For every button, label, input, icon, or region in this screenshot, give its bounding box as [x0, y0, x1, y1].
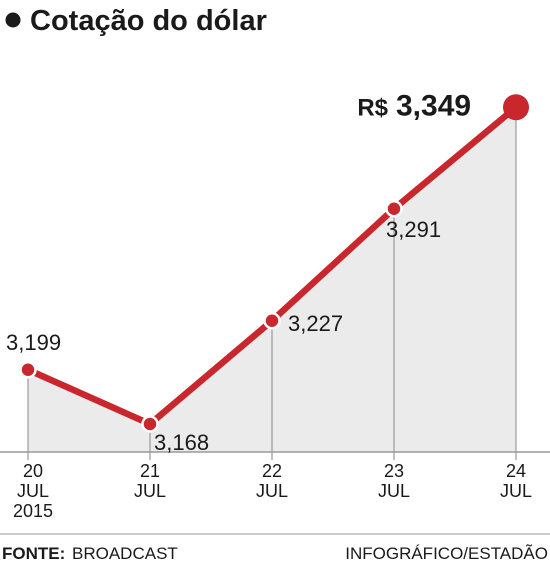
title-bullet-icon: [5, 12, 21, 28]
x-tick-label: 2015: [13, 501, 53, 521]
x-tick-label: JUL: [256, 481, 288, 501]
data-point: [141, 415, 159, 433]
data-label: 3,291: [386, 217, 441, 242]
final-value-label: 3,349: [396, 89, 471, 122]
x-tick-label: 20: [23, 461, 43, 481]
x-tick-label: JUL: [17, 481, 49, 501]
x-tick-label: 23: [384, 461, 404, 481]
x-tick-label: 21: [140, 461, 160, 481]
x-tick-label: JUL: [134, 481, 166, 501]
data-point: [19, 361, 37, 379]
data-point-final: [503, 94, 529, 121]
credit: INFOGRÁFICO/ESTADÃO: [345, 544, 548, 563]
data-point: [263, 312, 281, 330]
final-currency-label: R$: [357, 94, 388, 121]
data-label: 3,199: [6, 330, 61, 355]
x-tick-label: 22: [262, 461, 282, 481]
data-label: 3,227: [288, 311, 343, 336]
x-tick-label: 24: [506, 461, 526, 481]
data-label: 3,168: [154, 430, 209, 455]
chart-title: Cotação do dólar: [30, 5, 267, 37]
source-value: BROADCAST: [72, 544, 178, 563]
source-label: FONTE:: [2, 544, 65, 563]
data-point: [385, 200, 403, 218]
x-tick-label: JUL: [500, 481, 532, 501]
x-tick-label: JUL: [378, 481, 410, 501]
